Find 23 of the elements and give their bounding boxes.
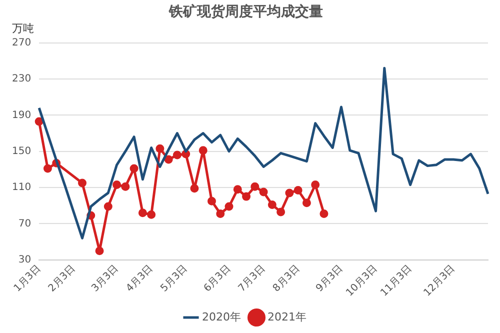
x-tick-label: 1月3日 <box>12 263 44 294</box>
legend-label: 2021年 <box>268 310 306 324</box>
x-tick-label: 2月3日 <box>46 263 78 294</box>
x-tick-label: 5月3日 <box>158 263 190 294</box>
y-tick-label: 110 <box>12 182 32 194</box>
y-tick-label: 150 <box>12 146 32 157</box>
y-tick-label: 190 <box>12 110 32 121</box>
x-tick-label: 10月3日 <box>344 263 380 299</box>
x-tick-label: 7月3日 <box>236 263 268 294</box>
x-tick-label: 4月3日 <box>124 263 156 294</box>
x-tick-label: 9月3日 <box>314 263 346 294</box>
x-tick-label: 3月3日 <box>90 263 121 294</box>
y-axis-title: 万吨 <box>12 22 34 36</box>
chart-title: 铁矿现货周度平均成交量 <box>168 3 323 20</box>
y-tick-label: 70 <box>18 218 32 230</box>
x-tick-label: 12月3日 <box>422 263 458 299</box>
y-tick-label: 270 <box>12 37 32 48</box>
y-tick-label: 230 <box>12 74 32 85</box>
x-tick-label: 6月3日 <box>202 263 233 294</box>
x-tick-label: 11月3日 <box>378 263 414 299</box>
legend-label: 2020年 <box>202 310 242 324</box>
x-tick-label: 8月3日 <box>271 263 302 294</box>
y-tick-label: 30 <box>18 254 32 266</box>
